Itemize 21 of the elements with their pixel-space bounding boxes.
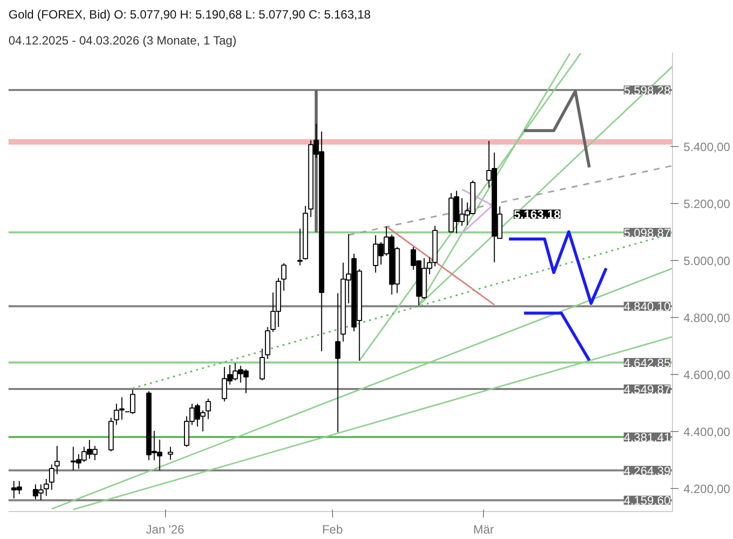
y-tick-label: 4.400,00: [684, 425, 731, 440]
x-tick-label: Feb: [322, 522, 344, 536]
y-tick-label: 4.800,00: [684, 311, 731, 326]
ref-line-label: 5.098,87: [624, 226, 671, 240]
x-tick-label: Mär: [473, 522, 494, 536]
y-tick-label: 4.200,00: [684, 482, 731, 496]
chart-subtitle: 04.12.2025 - 04.03.2026 (3 Monate, 1 Tag): [8, 34, 236, 48]
ref-line-label: 5.598,28: [624, 84, 671, 98]
ref-line-label: 4.159,60: [624, 494, 671, 508]
y-tick-label: 5.400,00: [684, 140, 731, 154]
ref-line-label: 4.642,85: [624, 356, 671, 370]
ref-line-label: 4.264,39: [624, 464, 671, 478]
annotation: 5.163,18: [514, 208, 561, 222]
chart-title: Gold (FOREX, Bid) O: 5.077,90 H: 5.190,68 L: 5.077,90 C: 5.163,18: [8, 8, 372, 22]
y-tick-label: 5.000,00: [684, 254, 731, 268]
ref-line-label: 4.381,41: [624, 430, 671, 444]
y-tick-label: 5.200,00: [684, 197, 731, 212]
ref-line-label: 4.840,10: [624, 300, 671, 314]
x-tick-label: Jan '26: [146, 522, 185, 536]
ref-line-label: 4.549,87: [624, 382, 671, 396]
y-tick-label: 4.600,00: [684, 368, 731, 382]
